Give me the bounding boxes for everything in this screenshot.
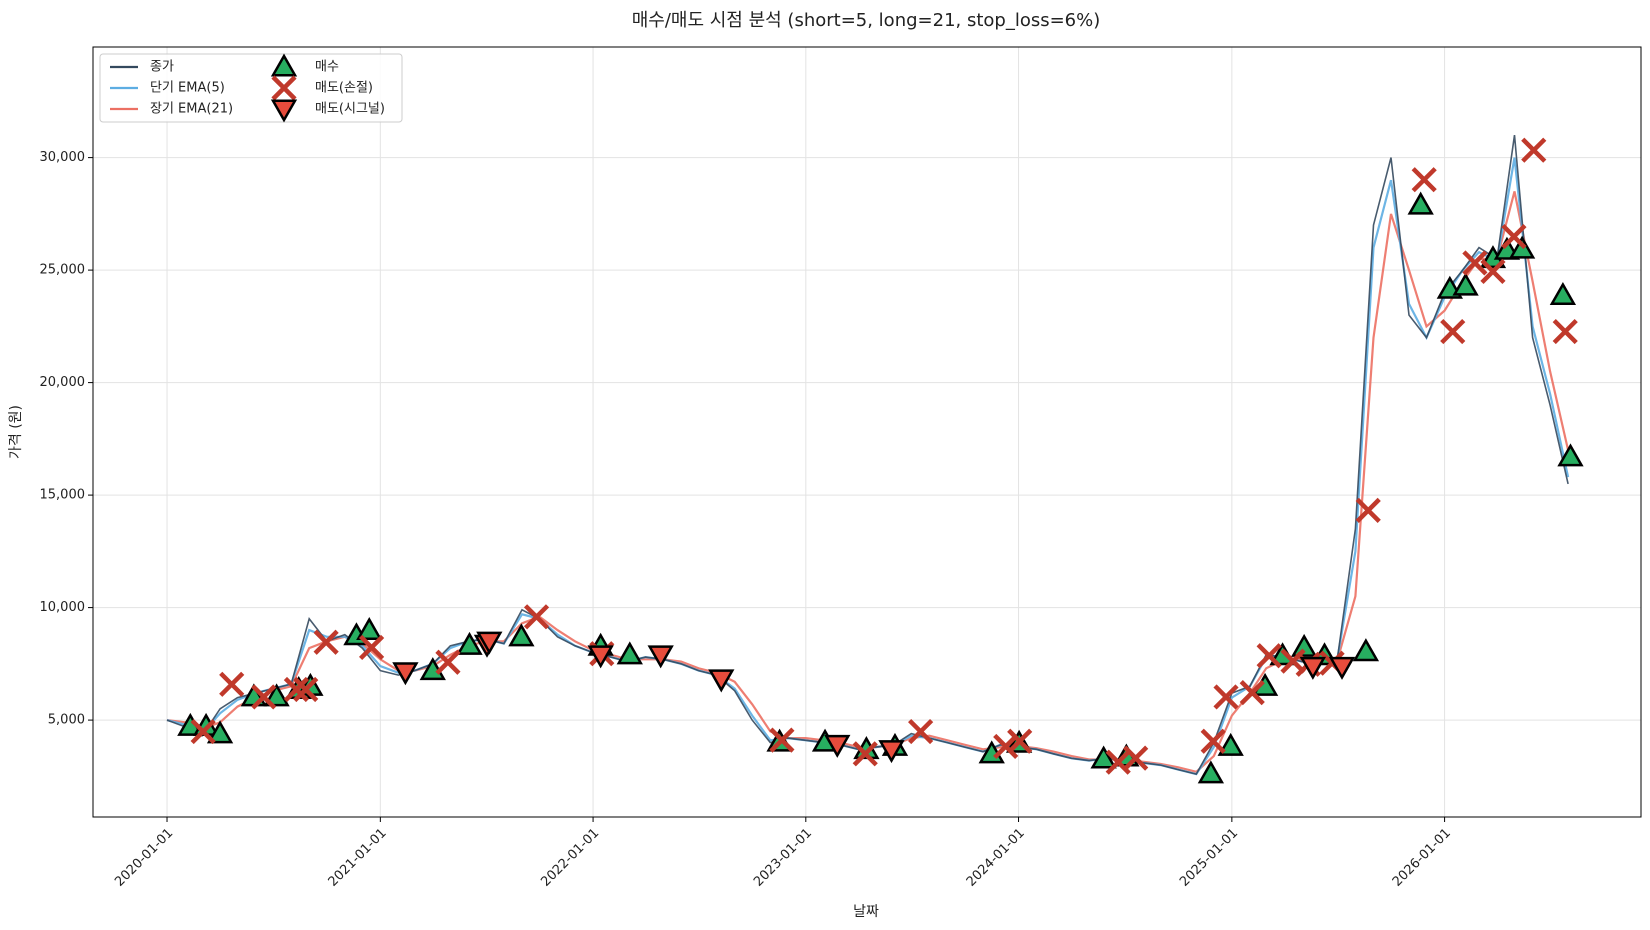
stop-loss-marker	[313, 629, 339, 655]
legend-label: 단기 EMA(5)	[150, 81, 225, 96]
stop-loss-marker	[190, 718, 216, 745]
buy-marker	[1290, 633, 1318, 657]
stop-loss-marker	[1007, 728, 1033, 754]
x-tick-label: 2022-01-01	[538, 826, 602, 890]
stop-loss-marker	[1462, 250, 1488, 276]
stop-loss-marker	[1411, 167, 1437, 193]
plot-area	[166, 134, 1584, 784]
stop-loss-marker	[1480, 258, 1506, 285]
legend-box	[99, 53, 403, 123]
stop-loss-marker	[1501, 223, 1527, 250]
buy-marker	[1452, 272, 1479, 296]
stop-loss-marker	[1239, 680, 1265, 706]
stop-loss-marker	[271, 75, 297, 101]
stop-loss-marker	[908, 718, 934, 745]
x-tick-label: 2020-01-01	[112, 826, 176, 890]
buy-marker	[1197, 760, 1225, 784]
y-tick-label: 30,000	[40, 150, 86, 165]
buy-marker	[508, 623, 535, 647]
stop-loss-marker	[852, 741, 878, 767]
price-line	[166, 157, 1570, 776]
stop-loss-marker	[251, 684, 277, 710]
stop-loss-marker	[1256, 643, 1282, 669]
chart-title: 매수/매도 시점 분석 (short=5, long=21, stop_loss…	[632, 10, 1101, 31]
buy-marker	[616, 641, 643, 665]
legend-label: 종가	[150, 60, 174, 75]
x-tick-label: 2024-01-01	[964, 826, 1028, 890]
stop-loss-marker	[219, 671, 245, 697]
sell-signal-marker	[647, 645, 674, 669]
buy-marker	[1407, 191, 1434, 215]
stop-loss-marker	[1521, 137, 1547, 163]
stop-loss-marker	[1552, 318, 1578, 345]
buy-marker	[263, 683, 290, 707]
y-tick-label: 10,000	[40, 600, 86, 615]
price-line	[166, 134, 1569, 776]
y-tick-label: 20,000	[40, 375, 86, 390]
legend-label: 매도(손절)	[315, 81, 373, 96]
x-tick-label: 2021-01-01	[326, 826, 390, 890]
legend-label: 매도(시그널)	[315, 102, 385, 117]
sell-signal-marker	[1328, 656, 1356, 680]
stop-loss-marker	[1200, 728, 1226, 754]
plot-frame	[92, 46, 1642, 818]
sell-signal-marker	[878, 740, 905, 764]
sell-signal-marker	[587, 645, 614, 669]
stop-loss-marker	[1123, 745, 1149, 771]
y-tick-label: 15,000	[40, 488, 86, 503]
y-tick-label: 5,000	[48, 713, 85, 728]
buy-marker	[1217, 732, 1244, 756]
buy-marker	[270, 53, 298, 77]
sell-signal-marker	[824, 734, 851, 758]
buy-marker	[356, 617, 383, 641]
legend-label: 장기 EMA(21)	[150, 102, 233, 117]
stop-loss-marker	[435, 649, 461, 675]
stop-loss-marker	[283, 676, 309, 703]
sell-signal-marker	[392, 662, 419, 686]
buy-marker	[1549, 282, 1577, 306]
sell-signal-marker	[270, 99, 298, 123]
stop-loss-marker	[293, 676, 319, 703]
buy-marker	[1352, 638, 1380, 662]
x-tick-label: 2026-01-01	[1390, 826, 1454, 890]
stop-loss-marker	[769, 727, 795, 753]
x-axis-label: 날짜	[853, 904, 879, 920]
stop-loss-marker	[1440, 318, 1466, 345]
y-tick-label: 25,000	[40, 263, 86, 278]
stop-loss-marker	[1355, 497, 1381, 523]
stop-loss-marker	[1213, 684, 1239, 710]
sell-signal-marker	[1299, 656, 1327, 680]
x-tick-label: 2025-01-01	[1177, 826, 1241, 890]
stop-loss-marker	[523, 604, 550, 630]
y-axis-label: 가격 (원)	[8, 405, 24, 459]
buy-marker	[456, 631, 483, 655]
stop-loss-marker	[359, 634, 385, 661]
stop-loss-marker	[993, 733, 1019, 760]
sell-signal-marker	[476, 631, 503, 655]
sell-signal-marker	[708, 669, 735, 693]
buy-marker	[1557, 443, 1584, 467]
buy-marker	[206, 720, 234, 744]
legend-label: 매수	[315, 60, 339, 75]
x-tick-label: 2023-01-01	[751, 826, 815, 890]
buy-marker	[1090, 745, 1117, 769]
